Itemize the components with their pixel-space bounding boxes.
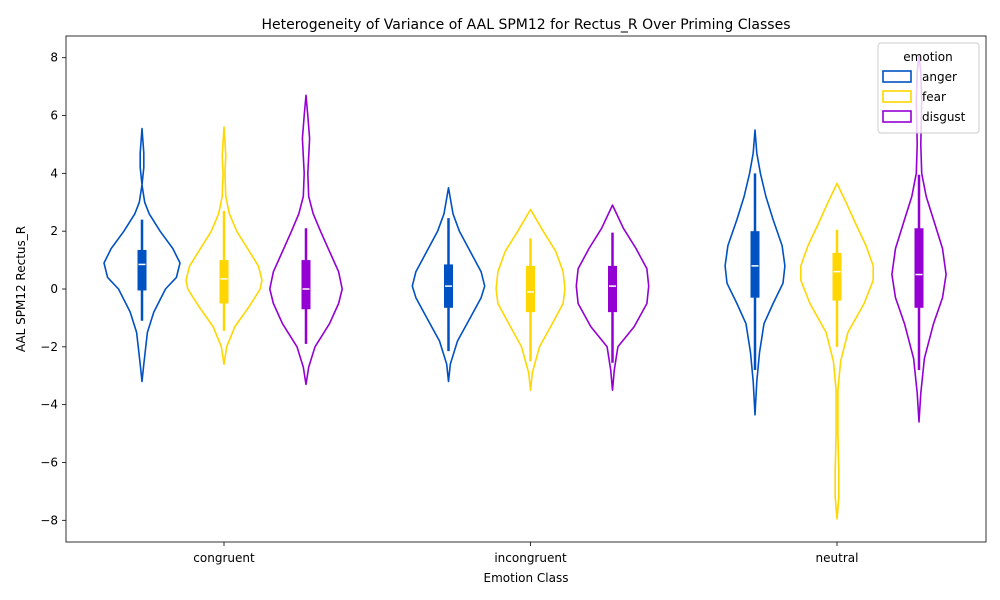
y-tick-label: −8 [40, 513, 58, 527]
legend-swatch-anger [882, 70, 912, 83]
legend-label-fear: fear [922, 90, 946, 104]
iqr-box-fear-incongruent [526, 265, 535, 313]
chart-title: Heterogeneity of Variance of AAL SPM12 f… [261, 17, 790, 33]
iqr-box-fear-congruent [219, 260, 229, 304]
iqr-box-disgust-incongruent [608, 265, 617, 313]
box-layer [137, 173, 924, 370]
violin-anger-congruent [103, 127, 181, 383]
violin-fear-incongruent [495, 208, 566, 391]
x-tick-label: incongruent [494, 551, 567, 565]
violin-fear-neutral [800, 182, 874, 520]
y-tick-label: −6 [40, 455, 58, 469]
plot-area [65, 35, 987, 543]
legend-title: emotion [903, 50, 952, 64]
y-tick-label: 0 [50, 282, 58, 296]
legend-swatch-fear [882, 90, 912, 103]
legend-label-disgust: disgust [922, 110, 966, 124]
x-tick-label: neutral [816, 551, 859, 565]
legend: emotion anger fear disgust [877, 42, 980, 134]
legend-swatch-disgust [882, 110, 912, 123]
x-axis-label: Emotion Class [484, 571, 569, 585]
x-tick-label: congruent [193, 551, 255, 565]
legend-label-anger: anger [922, 70, 957, 84]
violin-anger-incongruent [411, 187, 486, 383]
iqr-box-anger-congruent [137, 249, 147, 291]
violin-fear-congruent [185, 126, 263, 365]
y-tick-label: 6 [50, 109, 58, 123]
iqr-box-fear-neutral [832, 252, 842, 301]
y-tick-label: 2 [50, 224, 58, 238]
x-axis: congruent incongruent neutral [193, 542, 858, 565]
violin-disgust-congruent [269, 94, 343, 386]
y-axis: −8 −6 −4 −2 0 2 4 6 8 [40, 51, 66, 527]
y-axis-label: AAL SPM12 Rectus_R [14, 226, 28, 352]
y-tick-label: 8 [50, 51, 58, 65]
y-tick-label: −2 [40, 340, 58, 354]
iqr-box-disgust-congruent [301, 260, 311, 310]
iqr-box-anger-neutral [750, 231, 760, 298]
iqr-box-disgust-neutral [914, 228, 924, 308]
violin-disgust-incongruent [575, 204, 650, 391]
y-tick-label: 4 [50, 166, 58, 180]
violin-anger-neutral [724, 129, 786, 416]
y-tick-label: −4 [40, 398, 58, 412]
violins-layer [103, 54, 947, 520]
